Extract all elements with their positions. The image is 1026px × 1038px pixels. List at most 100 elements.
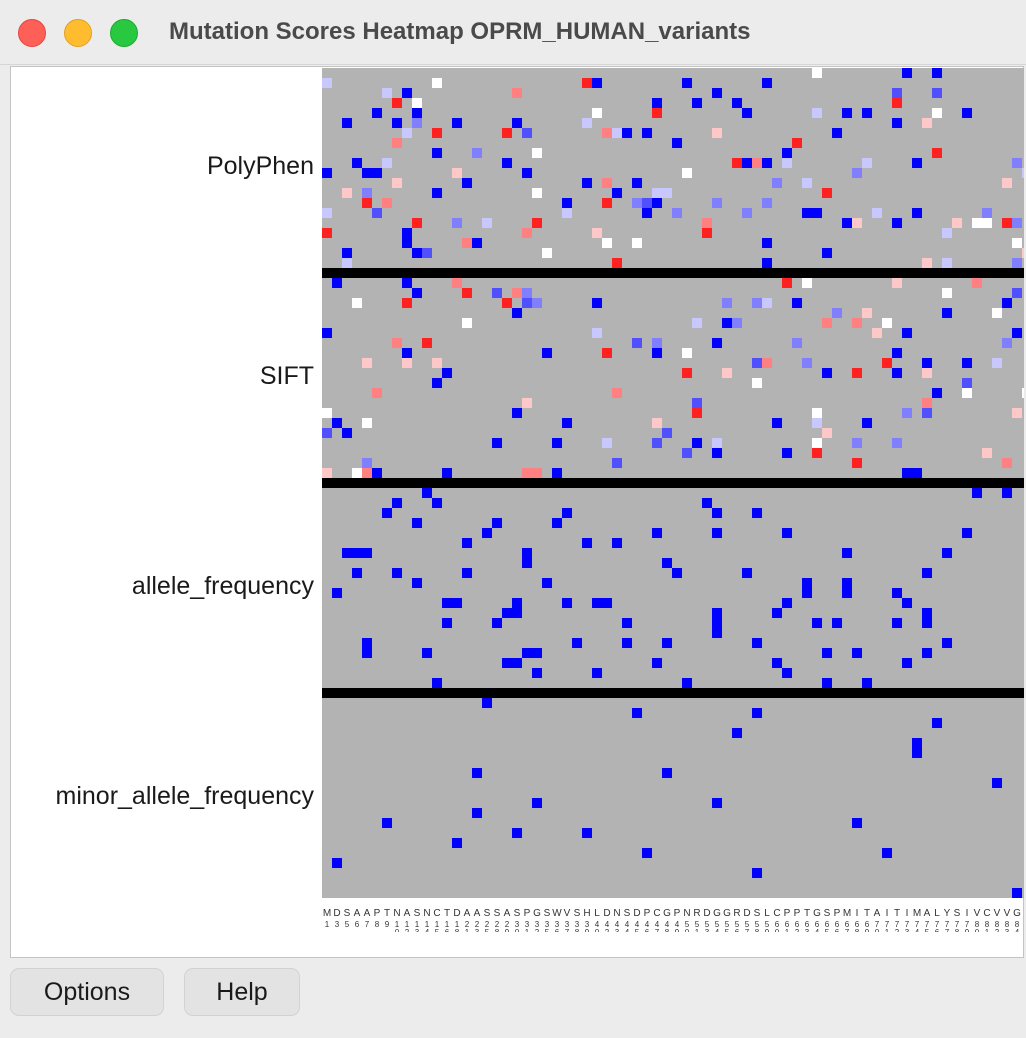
heatmap-cell[interactable] xyxy=(1002,458,1012,468)
heatmap-cell[interactable] xyxy=(432,78,442,88)
heatmap-cell[interactable] xyxy=(462,538,472,548)
heatmap-cell[interactable] xyxy=(1012,328,1022,338)
heatmap-cell[interactable] xyxy=(942,258,952,268)
heatmap-cell[interactable] xyxy=(592,668,602,678)
heatmap-cell[interactable] xyxy=(402,298,412,308)
heatmap-cell[interactable] xyxy=(702,218,712,228)
heatmap-cell[interactable] xyxy=(1012,258,1022,268)
heatmap-cell[interactable] xyxy=(982,218,992,228)
heatmap-cell[interactable] xyxy=(622,128,632,138)
heatmap-cell[interactable] xyxy=(512,408,522,418)
heatmap-cell[interactable] xyxy=(382,818,392,828)
heatmap-cell[interactable] xyxy=(522,548,532,558)
heatmap-cell[interactable] xyxy=(332,418,342,428)
heatmap-cell[interactable] xyxy=(722,298,732,308)
heatmap-cell[interactable] xyxy=(372,168,382,178)
heatmap-cell[interactable] xyxy=(342,248,352,258)
heatmap-cell[interactable] xyxy=(922,608,932,618)
heatmap-cell[interactable] xyxy=(782,598,792,608)
heatmap-cell[interactable] xyxy=(892,348,902,358)
heatmap-cell[interactable] xyxy=(942,288,952,298)
heatmap-cell[interactable] xyxy=(422,648,432,658)
heatmap-cell[interactable] xyxy=(632,708,642,718)
heatmap-cell[interactable] xyxy=(502,298,512,308)
heatmap-cell[interactable] xyxy=(852,318,862,328)
heatmap-cell[interactable] xyxy=(522,468,532,478)
heatmap-cell[interactable] xyxy=(772,608,782,618)
heatmap-cell[interactable] xyxy=(902,328,912,338)
heatmap-cell[interactable] xyxy=(1002,338,1012,348)
heatmap-cell[interactable] xyxy=(1002,488,1012,498)
heatmap-cell[interactable] xyxy=(712,448,722,458)
heatmap-cell[interactable] xyxy=(562,208,572,218)
heatmap-cell[interactable] xyxy=(892,118,902,128)
heatmap-cell[interactable] xyxy=(922,118,932,128)
heatmap-cell[interactable] xyxy=(712,198,722,208)
heatmap-cell[interactable] xyxy=(462,318,472,328)
heatmap-cell[interactable] xyxy=(462,178,472,188)
heatmap-cell[interactable] xyxy=(502,608,512,618)
heatmap-cell[interactable] xyxy=(592,228,602,238)
heatmap-cell[interactable] xyxy=(492,438,502,448)
heatmap-cell[interactable] xyxy=(582,538,592,548)
heatmap-cell[interactable] xyxy=(472,148,482,158)
heatmap-cell[interactable] xyxy=(402,228,412,238)
heatmap-cell[interactable] xyxy=(752,298,762,308)
heatmap-cell[interactable] xyxy=(912,158,922,168)
heatmap-cell[interactable] xyxy=(442,598,452,608)
heatmap-cell[interactable] xyxy=(842,218,852,228)
heatmap-cell[interactable] xyxy=(622,638,632,648)
heatmap-cell[interactable] xyxy=(762,298,772,308)
heatmap-cell[interactable] xyxy=(762,158,772,168)
heatmap-cell[interactable] xyxy=(922,408,932,418)
heatmap-cell[interactable] xyxy=(492,618,502,628)
heatmap-cell[interactable] xyxy=(742,568,752,578)
heatmap-cell[interactable] xyxy=(432,378,442,388)
options-button[interactable]: Options xyxy=(10,968,164,1016)
heatmap-cell[interactable] xyxy=(502,158,512,168)
heatmap-cell[interactable] xyxy=(602,438,612,448)
heatmap-cell[interactable] xyxy=(822,368,832,378)
heatmap-cell[interactable] xyxy=(472,808,482,818)
heatmap-cell[interactable] xyxy=(782,668,792,678)
heatmap-cell[interactable] xyxy=(962,358,972,368)
heatmap-cell[interactable] xyxy=(372,388,382,398)
close-window-button[interactable] xyxy=(18,19,46,47)
heatmap-cell[interactable] xyxy=(662,558,672,568)
heatmap-cell[interactable] xyxy=(352,298,362,308)
heatmap-cell[interactable] xyxy=(812,108,822,118)
heatmap-cell[interactable] xyxy=(432,498,442,508)
heatmap-cell[interactable] xyxy=(712,528,722,538)
heatmap-cell[interactable] xyxy=(602,128,612,138)
heatmap-cell[interactable] xyxy=(632,198,642,208)
heatmap-cell[interactable] xyxy=(642,128,652,138)
heatmap-cell[interactable] xyxy=(452,278,462,288)
help-button[interactable]: Help xyxy=(184,968,300,1016)
heatmap-cell[interactable] xyxy=(522,298,532,308)
heatmap-cell[interactable] xyxy=(382,198,392,208)
heatmap-cell[interactable] xyxy=(732,98,742,108)
heatmap-cell[interactable] xyxy=(482,528,492,538)
heatmap-cell[interactable] xyxy=(612,538,622,548)
heatmap-cell[interactable] xyxy=(932,68,942,78)
heatmap-cell[interactable] xyxy=(592,298,602,308)
heatmap-cell[interactable] xyxy=(502,658,512,668)
heatmap-cell[interactable] xyxy=(802,588,812,598)
heatmap-cell[interactable] xyxy=(442,368,452,378)
heatmap-cell[interactable] xyxy=(542,578,552,588)
heatmap-cell[interactable] xyxy=(942,228,952,238)
heatmap-cell[interactable] xyxy=(922,398,932,408)
heatmap-cell[interactable] xyxy=(332,278,342,288)
heatmap-cell[interactable] xyxy=(982,448,992,458)
heatmap-cell[interactable] xyxy=(622,618,632,628)
heatmap-cell[interactable] xyxy=(962,388,972,398)
heatmap-cell[interactable] xyxy=(852,368,862,378)
heatmap-cell[interactable] xyxy=(392,568,402,578)
heatmap-cell[interactable] xyxy=(682,678,692,688)
heatmap-cell[interactable] xyxy=(842,578,852,588)
heatmap-cell[interactable] xyxy=(512,828,522,838)
heatmap-cell[interactable] xyxy=(462,288,472,298)
heatmap-cell[interactable] xyxy=(912,208,922,218)
heatmap-cell[interactable] xyxy=(592,108,602,118)
heatmap-cell[interactable] xyxy=(452,598,462,608)
